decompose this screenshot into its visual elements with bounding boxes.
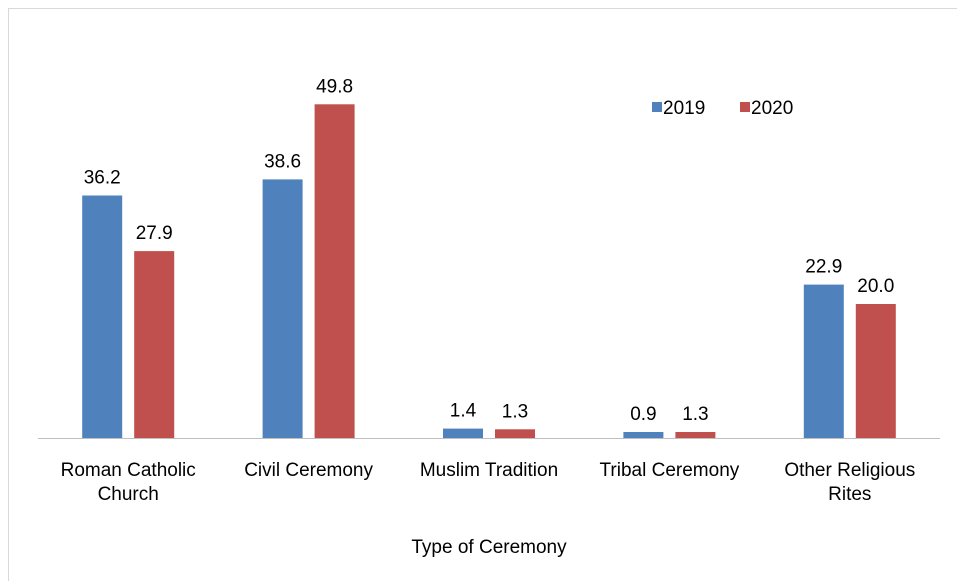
bar-2020-1 <box>314 104 355 439</box>
bars-group <box>82 104 896 439</box>
legend-swatch-2020 <box>740 102 750 112</box>
value-label-2019-2: 1.4 <box>450 401 477 422</box>
bar-2020-4 <box>855 304 896 438</box>
value-label-2020-1: 49.8 <box>316 76 353 97</box>
value-label-2019-4: 22.9 <box>805 257 842 278</box>
value-label-2020-3: 1.3 <box>682 404 708 425</box>
x-axis-title: Type of Ceremony <box>411 537 567 558</box>
bar-2019-4 <box>803 284 844 438</box>
category-label-0: Roman Catholic Church <box>61 460 196 505</box>
value-label-2020-2: 1.3 <box>502 401 528 422</box>
bar-2019-2 <box>443 428 483 438</box>
legend-label-2019: 2019 <box>663 98 705 119</box>
bar-2020-3 <box>675 432 716 438</box>
value-label-2020-0: 27.9 <box>136 223 173 244</box>
bar-2020-0 <box>134 251 175 438</box>
bar-2019-0 <box>82 195 123 438</box>
category-label-2: Muslim Tradition <box>420 460 558 481</box>
category-label-1: Civil Ceremony <box>244 460 373 481</box>
legend: 2019 2020 <box>652 98 793 119</box>
bar-2020-2 <box>495 429 535 438</box>
bar-2019-3 <box>623 432 664 438</box>
bar-2019-1 <box>262 179 303 438</box>
value-label-2019-3: 0.9 <box>630 404 656 425</box>
legend-label-2020: 2020 <box>751 98 793 119</box>
chart-frame <box>8 8 957 581</box>
category-label-4: Other Religious Rites <box>784 460 915 505</box>
value-label-2019-1: 38.6 <box>264 151 301 172</box>
value-label-2019-0: 36.2 <box>84 168 121 189</box>
category-labels-group: Roman Catholic Church Civil Ceremony Muslim… <box>61 460 916 505</box>
value-label-2020-4: 20.0 <box>857 276 894 297</box>
value-labels-group: 36.2 27.9 38.6 49.8 1.4 1.3 0.9 1.3 22.9 20.0 <box>84 76 895 425</box>
legend-swatch-2019 <box>652 102 662 112</box>
category-label-3: Tribal Ceremony <box>600 460 740 481</box>
